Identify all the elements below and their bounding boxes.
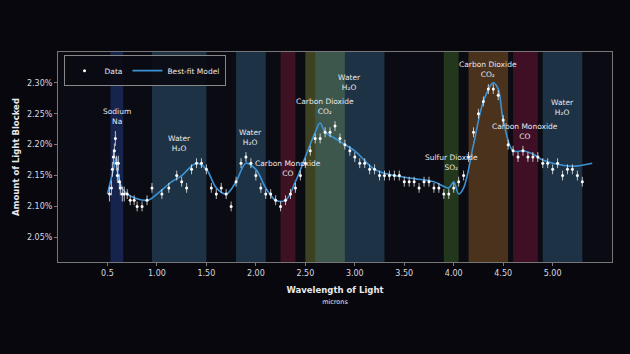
svg-text:2.25%: 2.25% — [27, 110, 53, 119]
svg-text:5.00: 5.00 — [544, 269, 562, 278]
svg-text:WaterH₂O: WaterH₂O — [338, 73, 361, 92]
svg-text:4.50: 4.50 — [494, 269, 512, 278]
svg-text:0.5: 0.5 — [101, 269, 114, 278]
svg-text:2.05%: 2.05% — [27, 233, 53, 242]
svg-text:Data: Data — [105, 67, 123, 76]
svg-text:Carbon DioxideCO₂: Carbon DioxideCO₂ — [296, 97, 354, 116]
svg-text:WaterH₂O: WaterH₂O — [239, 128, 262, 147]
svg-text:Amount of Light Blocked: Amount of Light Blocked — [11, 98, 21, 216]
svg-text:Carbon MonoxideCO: Carbon MonoxideCO — [492, 122, 558, 141]
svg-text:Best-fit Model: Best-fit Model — [167, 67, 219, 76]
svg-text:Carbon DioxideCO₂: Carbon DioxideCO₂ — [459, 60, 517, 79]
svg-text:Wavelength of Lightmicrons: Wavelength of Lightmicrons — [286, 285, 383, 306]
svg-text:1.50: 1.50 — [197, 269, 215, 278]
svg-text:3.00: 3.00 — [346, 269, 364, 278]
svg-text:Carbon MonoxideCO: Carbon MonoxideCO — [255, 159, 321, 178]
svg-text:WaterH₂O: WaterH₂O — [551, 98, 574, 117]
svg-text:WaterH₂O: WaterH₂O — [168, 134, 191, 153]
svg-text:2.30%: 2.30% — [27, 79, 53, 88]
svg-text:2.15%: 2.15% — [27, 171, 53, 180]
svg-text:SodiumNa: SodiumNa — [103, 107, 131, 126]
svg-text:2.20%: 2.20% — [27, 140, 53, 149]
svg-text:3.50: 3.50 — [395, 269, 413, 278]
svg-text:Sulfur DioxideSO₂: Sulfur DioxideSO₂ — [425, 153, 478, 172]
svg-text:2.00: 2.00 — [247, 269, 265, 278]
svg-text:4.00: 4.00 — [445, 269, 463, 278]
svg-text:1.00: 1.00 — [148, 269, 166, 278]
svg-text:2.10%: 2.10% — [27, 202, 53, 211]
svg-text:2.50: 2.50 — [296, 269, 314, 278]
